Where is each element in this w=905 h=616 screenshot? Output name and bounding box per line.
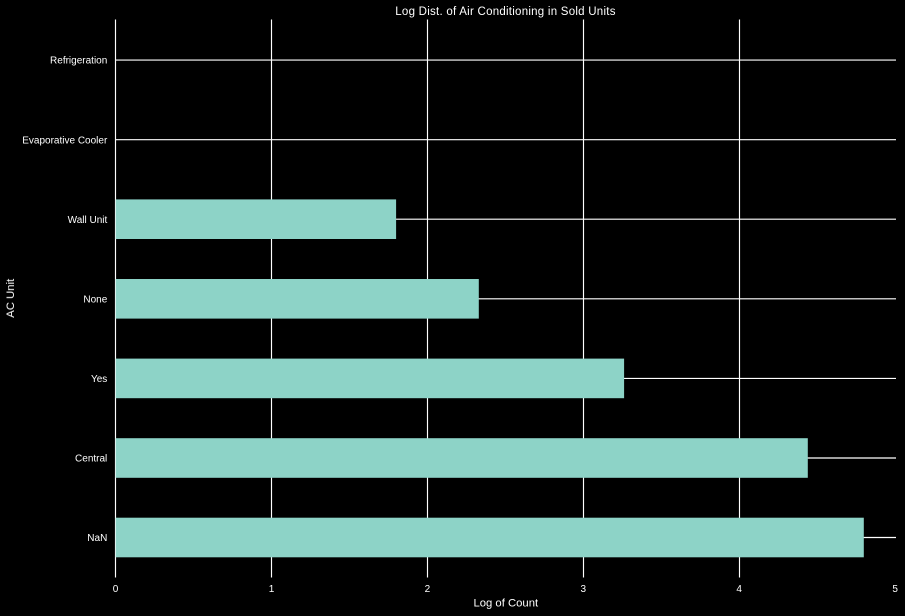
svg-text:Evaporative Cooler: Evaporative Cooler [22,135,108,146]
svg-text:AC Unit: AC Unit [5,278,17,318]
svg-text:5: 5 [892,584,898,595]
svg-text:Refrigeration: Refrigeration [50,56,107,67]
svg-text:0: 0 [113,584,119,595]
svg-text:4: 4 [736,584,742,595]
svg-text:2: 2 [425,584,431,595]
svg-text:None: None [83,294,107,305]
svg-text:Wall Unit: Wall Unit [68,215,108,226]
svg-text:NaN: NaN [87,533,107,544]
svg-text:3: 3 [581,584,587,595]
svg-text:Yes: Yes [91,374,107,385]
svg-text:Log Dist. of Air Conditioning: Log Dist. of Air Conditioning in Sold Un… [395,6,615,18]
svg-text:Central: Central [75,454,107,465]
svg-text:Log of Count: Log of Count [473,598,539,610]
svg-text:1: 1 [269,584,275,595]
